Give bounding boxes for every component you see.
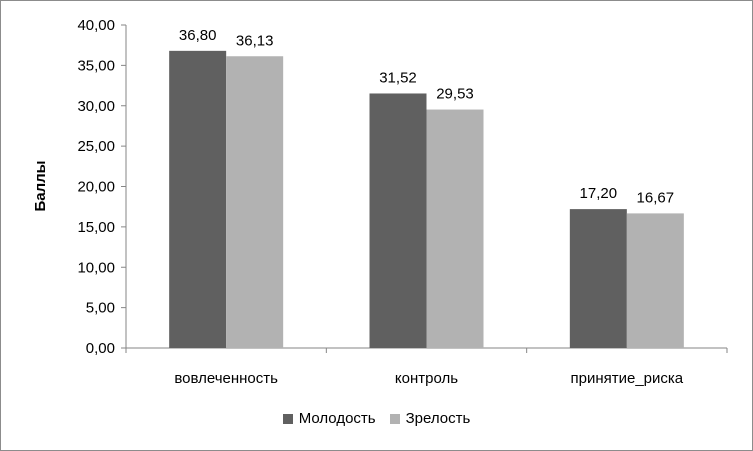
data-label: 17,20 xyxy=(580,185,618,202)
bar xyxy=(626,213,684,348)
x-tick-label: принятие_риска xyxy=(571,370,684,387)
bar xyxy=(569,209,627,348)
data-label: 16,67 xyxy=(637,189,675,206)
bar xyxy=(369,93,427,348)
data-label: 31,52 xyxy=(379,69,417,86)
y-tick-label: 10,00 xyxy=(77,259,115,276)
y-tick-label: 40,00 xyxy=(77,17,115,34)
axes: 0,00 5,00 10,00 15,00 20,00 25,00 30,00 35,00 40… xyxy=(77,17,728,387)
legend-label: Молодость xyxy=(298,410,376,427)
y-tick-label: 35,00 xyxy=(77,57,115,74)
legend-swatch xyxy=(282,413,293,424)
y-tick-label: 25,00 xyxy=(77,138,115,155)
legend-item: Молодость xyxy=(282,410,376,427)
data-label: 36,13 xyxy=(236,32,274,49)
labels: 36,80 36,13 31,52 29,53 17,20 16,67 xyxy=(179,27,674,207)
x-tick-label: контроль xyxy=(395,370,458,387)
bar xyxy=(226,56,284,349)
legend-item: Зрелость xyxy=(389,410,471,427)
legend-swatch xyxy=(389,413,400,424)
y-axis-title: Баллы xyxy=(32,161,49,212)
x-tick-label: вовлеченность xyxy=(174,370,278,387)
data-label: 36,80 xyxy=(179,27,217,44)
bar xyxy=(169,50,227,349)
y-tick-label: 30,00 xyxy=(77,98,115,115)
y-tick-label: 0,00 xyxy=(86,340,115,357)
y-tick-label: 15,00 xyxy=(77,219,115,236)
legend-label: Зрелость xyxy=(405,410,471,427)
bars xyxy=(169,50,684,349)
bar xyxy=(426,109,484,348)
y-tick-label: 5,00 xyxy=(86,300,115,317)
y-tick-label: 20,00 xyxy=(77,179,115,196)
legend: Молодость Зрелость xyxy=(0,410,753,427)
data-label: 29,53 xyxy=(436,86,474,103)
